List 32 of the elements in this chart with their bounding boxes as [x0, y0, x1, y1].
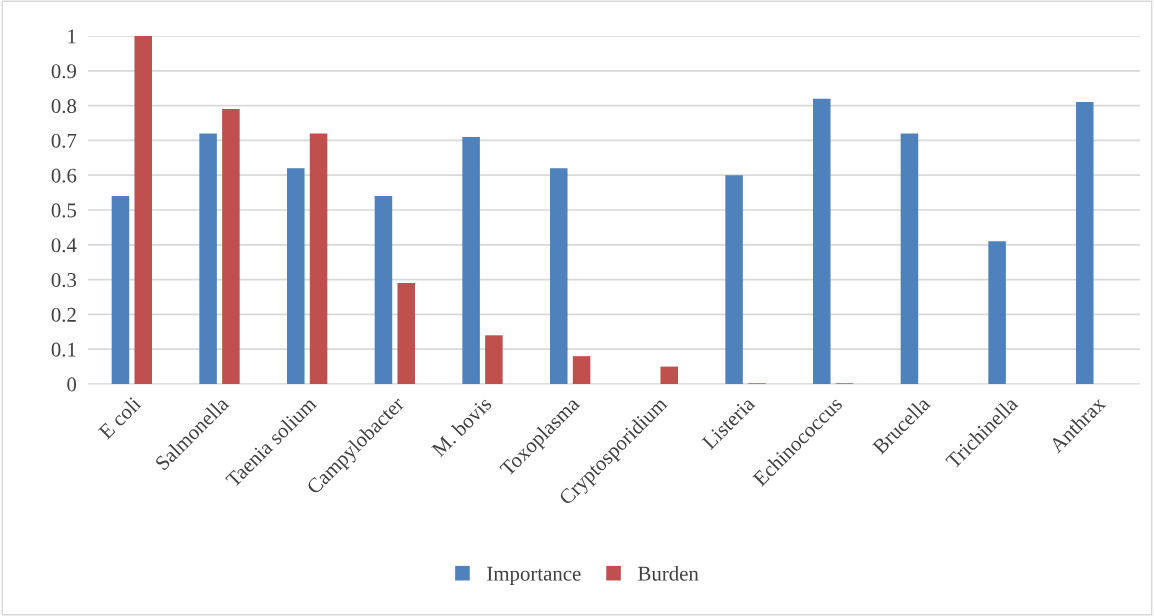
bar — [572, 356, 591, 384]
bar — [725, 175, 743, 384]
bar — [111, 196, 130, 384]
bar — [397, 283, 415, 384]
bar — [813, 98, 831, 384]
bar — [1076, 102, 1094, 384]
y-tick-label: 0.9 — [51, 64, 77, 79]
bar — [199, 133, 217, 384]
bar — [374, 196, 393, 384]
y-tick-label: 0.5 — [51, 203, 77, 218]
bar — [462, 136, 480, 384]
bar — [660, 366, 678, 384]
legend-label: Burden — [638, 566, 699, 581]
bar — [550, 168, 568, 384]
y-tick-label: 0.2 — [51, 307, 76, 322]
bar — [988, 241, 1006, 384]
y-tick-label: 0.8 — [51, 98, 77, 114]
bar — [134, 36, 152, 384]
x-tick-label: E coli — [97, 395, 142, 440]
y-tick-label: 0.6 — [51, 168, 77, 183]
bar — [309, 133, 328, 384]
y-tick-label: 0.7 — [51, 133, 77, 148]
y-tick-label: 0.3 — [51, 272, 77, 288]
y-tick-label: 0 — [67, 377, 77, 392]
y-tick-label: 0.1 — [51, 342, 76, 357]
bar — [485, 335, 503, 384]
bar — [222, 109, 240, 384]
y-tick-label: 0.4 — [51, 238, 77, 253]
bar — [287, 168, 305, 384]
y-tick-label: 1 — [68, 29, 76, 44]
bar — [900, 133, 919, 384]
legend-label: Importance — [487, 566, 581, 585]
